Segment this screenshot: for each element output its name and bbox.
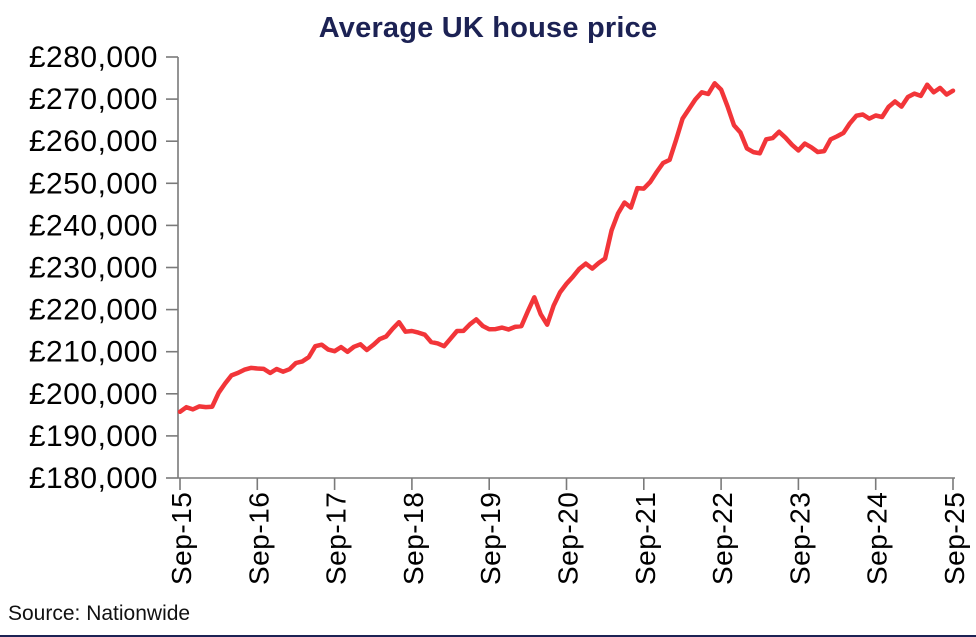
chart-title: Average UK house price [318, 12, 658, 44]
y-tick-labels: £180,000 £190,000 £200,000 £210,000 £220,000… [29, 41, 178, 495]
x-tick-label: Sep-15 [166, 492, 197, 585]
house-price-line-chart: £180,000 £190,000 £200,000 £210,000 £220,000… [29, 41, 970, 585]
y-tick-label: £200,000 [29, 378, 158, 411]
y-tick-label: £280,000 [29, 41, 158, 74]
x-tick-label: Sep-20 [553, 492, 584, 585]
y-tick-label: £270,000 [29, 83, 158, 116]
y-tick-label: £210,000 [29, 336, 158, 369]
y-tick-label: £220,000 [29, 294, 158, 327]
x-tick-label: Sep-25 [939, 492, 970, 585]
source-note: Source: Nationwide [8, 602, 191, 625]
x-tick-label: Sep-24 [862, 492, 893, 585]
x-tick-label: Sep-21 [630, 492, 661, 585]
house-price-series-line [177, 81, 956, 415]
x-tick-label: Sep-17 [321, 492, 352, 585]
x-tick-label: Sep-23 [784, 492, 815, 585]
y-tick-label: £190,000 [29, 420, 158, 453]
y-tick-label: £240,000 [29, 209, 158, 242]
y-tick-label: £230,000 [29, 252, 158, 285]
x-tick-label: Sep-18 [398, 492, 429, 585]
axes [177, 57, 955, 479]
x-tick-labels: Sep-15 Sep-16 Sep-17 Sep-18 Sep-19 Sep-20 Sep-… [166, 478, 970, 585]
x-tick-label: Sep-22 [707, 492, 738, 585]
x-tick-label: Sep-19 [475, 492, 506, 585]
y-tick-label: £260,000 [29, 125, 158, 158]
y-tick-label: £250,000 [29, 167, 158, 200]
bottom-rule [0, 635, 976, 637]
x-tick-label: Sep-16 [243, 492, 274, 585]
y-tick-label: £180,000 [29, 462, 158, 495]
